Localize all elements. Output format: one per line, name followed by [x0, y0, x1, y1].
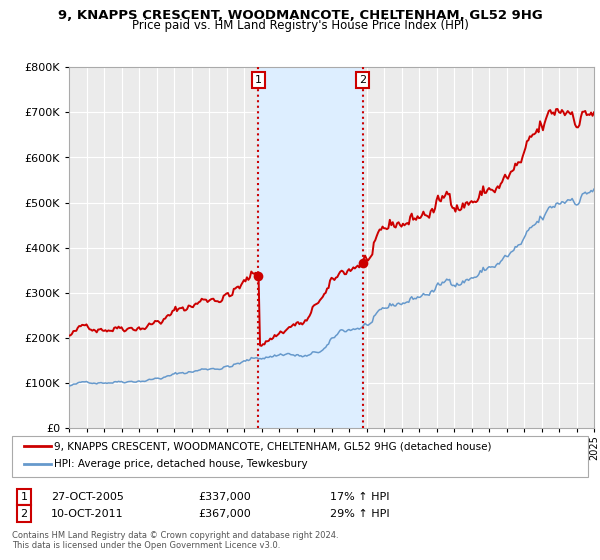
Text: 2: 2 — [20, 508, 28, 519]
Text: 9, KNAPPS CRESCENT, WOODMANCOTE, CHELTENHAM, GL52 9HG (detached house): 9, KNAPPS CRESCENT, WOODMANCOTE, CHELTEN… — [54, 441, 491, 451]
Text: 27-OCT-2005: 27-OCT-2005 — [51, 492, 124, 502]
Text: 2: 2 — [359, 75, 366, 85]
Text: Contains HM Land Registry data © Crown copyright and database right 2024.
This d: Contains HM Land Registry data © Crown c… — [12, 531, 338, 550]
Text: 29% ↑ HPI: 29% ↑ HPI — [330, 508, 389, 519]
Text: Price paid vs. HM Land Registry's House Price Index (HPI): Price paid vs. HM Land Registry's House … — [131, 19, 469, 32]
Text: 9, KNAPPS CRESCENT, WOODMANCOTE, CHELTENHAM, GL52 9HG: 9, KNAPPS CRESCENT, WOODMANCOTE, CHELTEN… — [58, 9, 542, 22]
Text: £337,000: £337,000 — [198, 492, 251, 502]
Text: HPI: Average price, detached house, Tewkesbury: HPI: Average price, detached house, Tewk… — [54, 459, 308, 469]
Text: £367,000: £367,000 — [198, 508, 251, 519]
Text: 1: 1 — [20, 492, 28, 502]
Text: 1: 1 — [255, 75, 262, 85]
Text: 17% ↑ HPI: 17% ↑ HPI — [330, 492, 389, 502]
Text: 10-OCT-2011: 10-OCT-2011 — [51, 508, 124, 519]
Bar — [259, 67, 362, 428]
